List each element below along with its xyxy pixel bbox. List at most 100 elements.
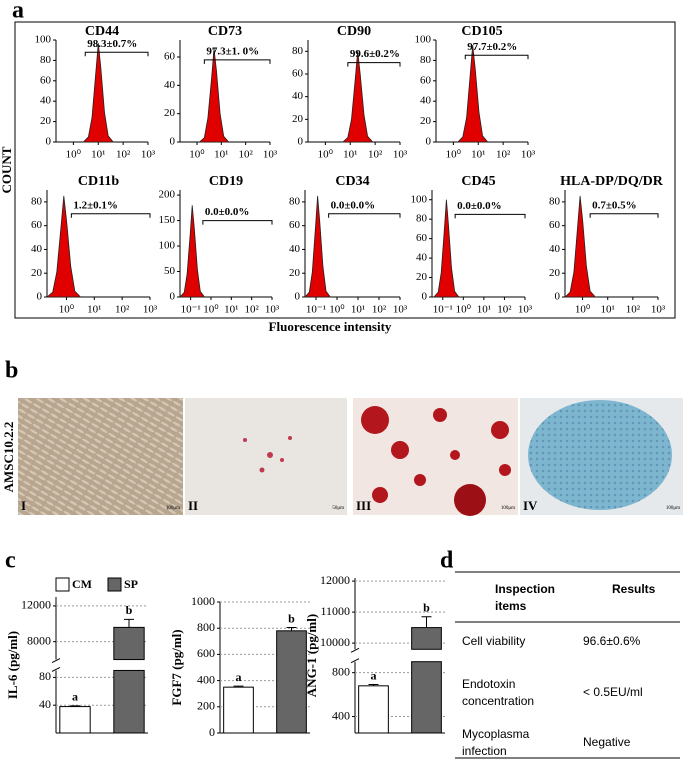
significance-letter: a <box>72 690 78 704</box>
histogram <box>198 48 230 143</box>
y-tick-label: 40 <box>164 79 176 91</box>
gate <box>84 51 149 57</box>
y-tick-label: 60 <box>164 51 176 63</box>
table-cell: Mycoplasma <box>462 727 530 741</box>
y-tick-label: 40 <box>289 243 301 255</box>
gate <box>589 213 659 218</box>
gate <box>70 213 151 218</box>
x-tick-label: 10⁰ <box>66 149 82 161</box>
y-tick-label: 11000 <box>320 604 350 618</box>
y-tick-label: 80 <box>31 195 43 207</box>
x-tick-label: 10³ <box>265 304 280 316</box>
legend-label: SP <box>124 577 138 591</box>
y-tick-label: 80 <box>40 54 52 66</box>
x-tick-label: 10¹ <box>601 304 615 316</box>
x-tick-label: 10¹ <box>477 304 491 316</box>
chart-title: CD73 <box>208 24 242 39</box>
y-tick-label: 60 <box>289 219 301 231</box>
x-tick-label: 10² <box>497 304 512 316</box>
y-tick-label: 10000 <box>320 635 350 649</box>
x-tick-label: 10⁰ <box>575 304 591 316</box>
chart-title: CD105 <box>461 24 502 39</box>
annotation: 0.0±0.0% <box>331 199 376 211</box>
y-tick-label: 1000 <box>191 594 215 608</box>
y-tick-label: 50 <box>164 265 176 277</box>
y-tick-label: 40 <box>39 697 51 711</box>
x-tick-label: 10² <box>626 304 641 316</box>
y-tick-label: 60 <box>292 68 304 80</box>
y-tick-label: 80 <box>420 54 432 66</box>
x-tick-label: 10⁰ <box>189 149 205 161</box>
table-cell: Cell viability <box>462 634 525 648</box>
y-tick-label: 0 <box>37 291 43 303</box>
axis-break <box>51 658 61 664</box>
y-tick-label: 20 <box>164 107 176 119</box>
y-tick-label: 100 <box>415 34 432 46</box>
x-tick-label: 10² <box>239 149 254 161</box>
annotation: 97.7±0.2% <box>467 41 517 53</box>
row-label: AMSC10.2.2 <box>1 422 16 493</box>
axis-break <box>350 647 360 653</box>
y-tick-label: 80 <box>289 195 301 207</box>
axis-label: Fluorescence intensity <box>269 319 392 334</box>
table-header: Inspection <box>495 582 555 596</box>
histogram <box>456 45 489 143</box>
x-tick-label: 10³ <box>521 149 536 161</box>
scale-label: 50μm <box>332 506 344 511</box>
y-tick-label: 0 <box>422 291 428 303</box>
error-bar <box>368 684 379 686</box>
chart-title: CD45 <box>461 174 495 189</box>
chart-title: CD34 <box>335 174 369 189</box>
legend-label: CM <box>72 577 92 591</box>
y-tick-label: 40 <box>549 243 561 255</box>
panel-label: a <box>12 0 24 24</box>
gate <box>202 220 273 225</box>
image-label: III <box>356 498 371 513</box>
y-tick-label: 80 <box>549 195 561 207</box>
bar <box>59 706 91 734</box>
table-cell: infection <box>462 744 507 758</box>
scale-label: 100μm <box>666 506 680 511</box>
chart-title: CD90 <box>337 24 371 39</box>
gate <box>454 213 526 219</box>
y-tick-label: 12000 <box>21 598 51 612</box>
bar <box>113 669 145 734</box>
bar <box>113 626 145 661</box>
x-tick-label: 10⁰ <box>203 304 219 316</box>
chart-title: CD44 <box>85 24 119 39</box>
axis-label: COUNT <box>0 146 14 193</box>
y-tick-label: 80 <box>416 213 428 225</box>
x-tick-label: 10⁻¹ <box>433 304 453 316</box>
y-tick-label: 20 <box>292 113 304 125</box>
table-cell: < 0.5EU/ml <box>583 685 643 699</box>
y-tick-label: 20 <box>40 115 52 127</box>
significance-letter: a <box>236 670 242 684</box>
panel-label: b <box>5 358 18 384</box>
y-tick-label: 0 <box>170 291 176 303</box>
x-tick-label: 10¹ <box>91 149 105 161</box>
y-tick-label: 0 <box>46 136 52 148</box>
x-tick-label: 10³ <box>141 149 156 161</box>
gate <box>347 62 401 67</box>
bar <box>411 627 442 650</box>
x-tick-label: 10⁻¹ <box>181 304 201 316</box>
y-tick-label: 800 <box>197 620 215 634</box>
y-tick-label: 400 <box>197 672 215 686</box>
x-tick-label: 10⁰ <box>446 149 462 161</box>
y-tick-label: 60 <box>416 232 428 244</box>
y-tick-label: 60 <box>420 74 432 86</box>
y-tick-label: 800 <box>332 664 350 678</box>
y-tick-label: 80 <box>292 45 304 57</box>
y-tick-label: 150 <box>159 214 176 226</box>
x-tick-label: 10¹ <box>87 304 101 316</box>
axis-break <box>350 658 360 664</box>
table-cell: 96.6±0.6% <box>583 634 641 648</box>
y-tick-label: 200 <box>159 189 176 201</box>
chart-title: CD11b <box>78 174 119 189</box>
image-label: IV <box>523 498 538 513</box>
significance-letter: b <box>126 603 133 617</box>
y-tick-label: 20 <box>420 115 432 127</box>
y-tick-label: 40 <box>31 243 43 255</box>
